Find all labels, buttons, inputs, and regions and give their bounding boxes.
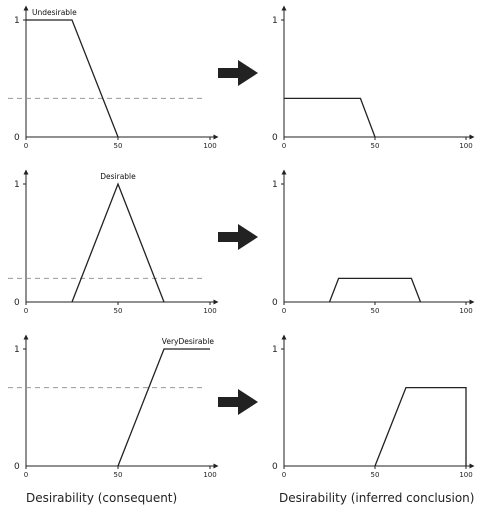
set-label: Desirable: [100, 172, 136, 181]
membership-curve: [26, 19, 119, 138]
inferred-curve: [374, 386, 467, 467]
membership-curve: [117, 348, 210, 467]
right-arrow-icon: [218, 389, 258, 415]
set-label: Undesirable: [32, 8, 77, 17]
x-tick-label: 0: [24, 307, 28, 315]
x-tick-label: 100: [459, 142, 472, 150]
x-tick-label: 0: [282, 307, 286, 315]
x-tick-label: 50: [371, 307, 380, 315]
x-tick-label: 100: [203, 471, 216, 479]
y-tick-label: 0: [14, 133, 20, 143]
right-arrow-icon: [218, 224, 258, 250]
inferred-curve: [328, 277, 422, 303]
x-tick-label: 0: [282, 471, 286, 479]
x-tick-label: 100: [459, 307, 472, 315]
x-tick-label: 0: [24, 471, 28, 479]
row3-inferred-panel: 100 50 100: [272, 334, 475, 479]
x-tick-label: 50: [371, 142, 380, 150]
x-tick-label: 0: [24, 142, 28, 150]
y-tick-label: 1: [14, 345, 20, 355]
y-tick-label: 0: [272, 298, 278, 308]
y-tick-label: 1: [272, 16, 278, 26]
x-tick-label: 0: [282, 142, 286, 150]
y-tick-label: 1: [14, 180, 20, 190]
x-tick-label: 50: [114, 307, 123, 315]
x-tick-label: 100: [459, 471, 472, 479]
x-tick-label: 100: [203, 142, 216, 150]
x-tick-label: 100: [203, 307, 216, 315]
x-tick-label: 50: [371, 471, 380, 479]
y-tick-label: 0: [14, 298, 20, 308]
row1-inferred-panel: 100 50 100: [272, 5, 475, 150]
x-tick-label: 50: [114, 471, 123, 479]
right-caption: Desirability (inferred conclusion): [279, 491, 474, 505]
y-tick-label: 0: [14, 462, 20, 472]
y-tick-label: 1: [272, 345, 278, 355]
y-tick-label: 0: [272, 462, 278, 472]
row2-inferred-panel: 100 50 100: [272, 169, 475, 315]
x-tick-label: 50: [114, 142, 123, 150]
membership-curve: [71, 182, 165, 303]
set-label: VeryDesirable: [162, 337, 215, 346]
inferred-curve: [284, 97, 376, 138]
y-tick-label: 0: [272, 133, 278, 143]
y-tick-label: 1: [272, 180, 278, 190]
left-caption: Desirability (consequent): [26, 491, 177, 505]
y-tick-label: 1: [14, 16, 20, 26]
right-arrow-icon: [218, 60, 258, 86]
